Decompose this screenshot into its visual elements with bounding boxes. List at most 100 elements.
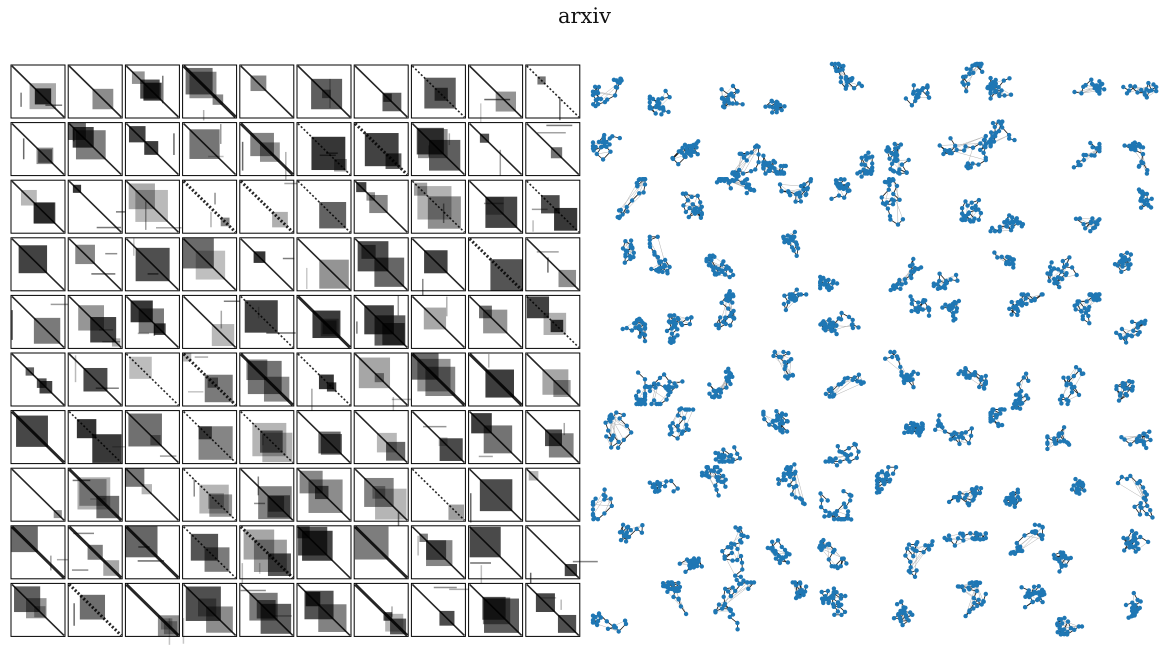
- graph-drawing-95: [819, 586, 848, 618]
- adjacency-matrix-65: [239, 410, 295, 465]
- adjacency-matrix-19: [468, 122, 524, 177]
- graph-drawing-60: [1114, 379, 1135, 403]
- graph-drawing-34: [781, 229, 801, 258]
- graph-drawing-51: [633, 370, 648, 407]
- graph-drawing-49: [1072, 292, 1102, 326]
- graph-drawing-29: [1073, 216, 1102, 234]
- graph-drawing-13: [730, 143, 761, 180]
- graph-drawing-21: [615, 177, 648, 221]
- adjacency-matrix-38: [410, 237, 466, 307]
- adjacency-matrix-68: [410, 410, 466, 465]
- adjacency-matrix-35: [239, 237, 295, 292]
- graph-drawing-25: [829, 177, 852, 201]
- adjacency-matrix-55: [239, 352, 295, 407]
- adjacency-matrix-74: [182, 467, 238, 522]
- adjacency-matrix-81: [10, 525, 73, 580]
- adjacency-matrix-27: [353, 179, 409, 234]
- graph-drawing-canvas: [590, 61, 1159, 637]
- graph-drawing-23: [714, 177, 757, 196]
- adjacency-matrix-100: [525, 582, 581, 637]
- graph-drawing-38: [992, 250, 1016, 270]
- adjacency-matrix-52: [67, 352, 123, 407]
- graph-drawing-92: [660, 580, 689, 617]
- graph-drawing-86: [903, 539, 935, 579]
- graph-drawing-20: [1122, 140, 1150, 176]
- adjacency-matrix-12: [67, 122, 123, 177]
- adjacency-matrix-97: [353, 582, 409, 637]
- graph-drawing-80: [1115, 473, 1155, 520]
- adjacency-matrix-23: [124, 179, 182, 234]
- graph-drawing-84: [765, 538, 792, 566]
- adjacency-matrix-91: [10, 582, 66, 637]
- adjacency-matrix-34: [182, 237, 238, 292]
- graph-drawing-32: [647, 234, 672, 276]
- adjacency-matrix-48: [410, 294, 466, 349]
- graph-drawing-62: [667, 406, 696, 441]
- adjacency-matrix-59: [468, 352, 524, 407]
- graph-drawing-57: [956, 366, 988, 391]
- adjacency-matrix-10: [525, 64, 581, 121]
- graph-drawing-46: [908, 294, 932, 318]
- graph-drawing-100: [1123, 590, 1143, 620]
- graph-drawing-99: [1055, 615, 1085, 637]
- graph-drawing-68: [988, 407, 1007, 429]
- adjacency-matrix-2: [67, 64, 123, 119]
- graph-drawing-78: [1003, 487, 1023, 509]
- graph-drawing-43: [713, 289, 737, 331]
- graph-drawing-40: [1112, 250, 1134, 274]
- graph-drawing-31: [620, 238, 636, 265]
- adjacency-matrix-24: [182, 179, 238, 234]
- graph-drawing-97: [955, 580, 988, 619]
- adjacency-matrix-66: [296, 410, 352, 465]
- adjacency-matrix-70: [525, 410, 581, 465]
- adjacency-matrix-30: [525, 179, 581, 234]
- graph-drawing-82: [677, 556, 704, 574]
- adjacency-matrix-98: [410, 582, 479, 637]
- adjacency-matrix-71: [10, 467, 66, 522]
- graph-drawing-96: [891, 599, 915, 628]
- adjacency-matrix-75: [239, 467, 295, 522]
- graph-drawing-63: [713, 445, 743, 464]
- graph-drawing-65: [823, 441, 861, 468]
- graph-drawing-18: [986, 119, 1017, 149]
- adjacency-matrix-15: [239, 122, 295, 180]
- adjacency-matrix-62: [67, 410, 139, 465]
- adjacency-matrix-42: [67, 294, 123, 349]
- graph-drawing-45: [818, 310, 861, 337]
- graph-drawing-85: [817, 537, 849, 571]
- graph-drawing-15: [855, 150, 875, 179]
- adjacency-matrix-21: [10, 179, 66, 234]
- graph-drawing-70: [1119, 429, 1153, 451]
- adjacency-matrix-18: [410, 122, 466, 177]
- graph-drawing-41: [620, 316, 648, 344]
- adjacency-matrix-28: [410, 179, 466, 234]
- graph-drawing-3: [719, 83, 745, 110]
- adjacency-matrix-11: [10, 122, 66, 177]
- graph-drawing-64: [761, 409, 790, 435]
- adjacency-matrix-78: [410, 467, 466, 522]
- graph-drawing-6: [903, 83, 932, 108]
- adjacency-matrix-26: [296, 179, 352, 234]
- graph-drawing-50: [1114, 318, 1148, 345]
- adjacency-matrix-32: [67, 237, 123, 292]
- adjacency-matrix-13: [124, 122, 180, 177]
- graph-drawing-14: [761, 153, 788, 176]
- adjacency-matrix-54: [182, 352, 238, 407]
- graph-drawing-93: [713, 577, 757, 632]
- graph-drawing-19: [1071, 140, 1102, 170]
- adjacency-matrix-92: [67, 582, 123, 637]
- graph-drawing-66: [902, 420, 925, 438]
- adjacency-matrix-16: [296, 122, 352, 177]
- graph-drawing-26: [879, 177, 906, 227]
- adjacency-matrix-61: [10, 410, 66, 465]
- adjacency-matrix-80: [525, 467, 581, 522]
- graph-drawing-53: [707, 366, 735, 400]
- graph-drawing-24: [777, 177, 814, 204]
- adjacency-matrix-84: [182, 525, 238, 580]
- adjacency-matrix-8: [410, 64, 466, 119]
- graph-drawing-7: [960, 61, 985, 94]
- graph-drawing-87: [942, 530, 988, 548]
- adjacency-matrix-22: [67, 179, 129, 234]
- adjacency-matrix-47: [353, 294, 409, 349]
- graph-drawing-76: [874, 465, 899, 495]
